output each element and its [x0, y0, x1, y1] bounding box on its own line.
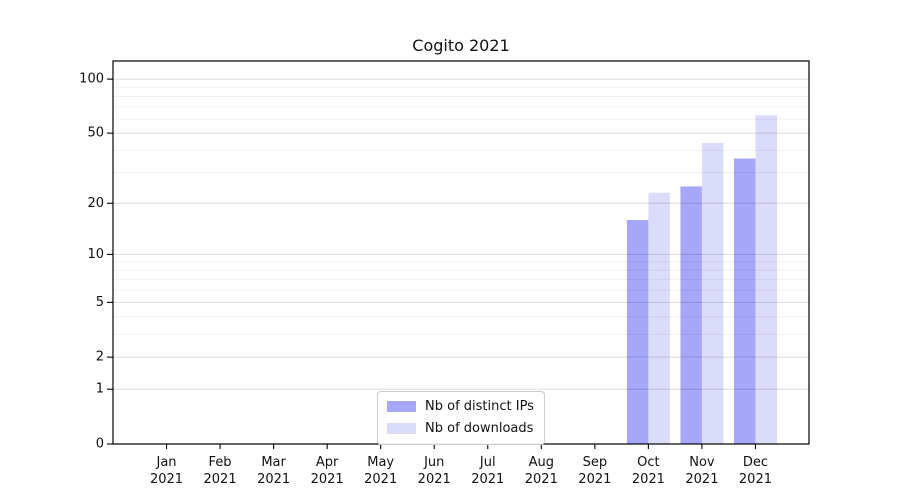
x-tick-label: May 2021: [364, 455, 397, 487]
legend: Nb of distinct IPs Nb of downloads: [377, 391, 545, 445]
y-tick-label: 1: [96, 382, 104, 397]
legend-label-downloads: Nb of downloads: [425, 421, 534, 436]
x-tick-label: Jan 2021: [150, 455, 183, 487]
legend-label-distinct-ips: Nb of distinct IPs: [425, 399, 534, 414]
legend-row-distinct-ips: Nb of distinct IPs: [387, 398, 534, 415]
legend-row-downloads: Nb of downloads: [387, 420, 534, 437]
x-tick-label: Nov 2021: [685, 455, 718, 487]
y-tick-label: 100: [79, 72, 104, 87]
y-tick-label: 0: [96, 437, 104, 452]
y-tick-label: 2: [96, 350, 104, 365]
bar-downloads-nov-2021: [701, 143, 724, 444]
bar-downloads-dec-2021: [755, 115, 777, 444]
x-tick-label: Mar 2021: [257, 455, 290, 487]
bar-distinct-ips-oct-2021: [626, 219, 649, 444]
bar-downloads-oct-2021: [648, 192, 670, 444]
x-tick-label: Feb 2021: [204, 455, 237, 487]
x-tick-label: Sep 2021: [578, 455, 611, 487]
y-tick-label: 10: [87, 247, 104, 262]
y-tick-label: 20: [87, 196, 104, 211]
legend-swatch-distinct-ips: [387, 401, 416, 412]
x-tick-label: Dec 2021: [739, 455, 772, 487]
chart-title: Cogito 2021: [412, 36, 510, 55]
y-tick-label: 5: [96, 295, 104, 310]
bar-distinct-ips-nov-2021: [680, 186, 702, 444]
x-tick-label: Jul 2021: [471, 455, 504, 487]
legend-swatch-downloads: [387, 423, 416, 434]
x-tick-label: Oct 2021: [632, 455, 665, 487]
x-tick-label: Jun 2021: [418, 455, 451, 487]
x-tick-label: Aug 2021: [525, 455, 558, 487]
y-tick-label: 50: [87, 126, 104, 141]
bar-distinct-ips-dec-2021: [733, 158, 756, 444]
x-tick-label: Apr 2021: [311, 455, 344, 487]
